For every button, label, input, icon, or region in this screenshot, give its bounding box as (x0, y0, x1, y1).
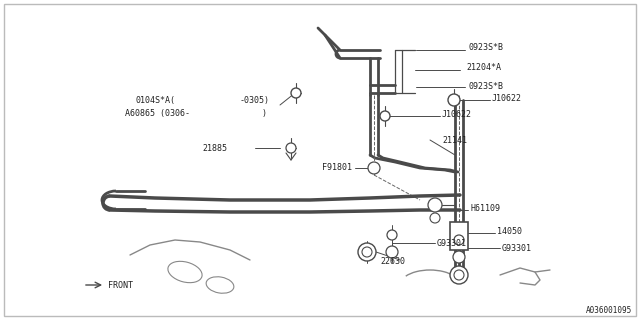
Circle shape (450, 266, 468, 284)
Text: 21885: 21885 (202, 143, 227, 153)
Ellipse shape (206, 277, 234, 293)
Circle shape (387, 230, 397, 240)
Circle shape (291, 88, 301, 98)
Circle shape (386, 246, 398, 258)
Bar (450, 222, 468, 250)
Circle shape (448, 94, 460, 106)
Text: F91801: F91801 (322, 163, 352, 172)
Text: G93301: G93301 (502, 244, 532, 252)
Text: FRONT: FRONT (108, 282, 133, 291)
Circle shape (453, 251, 465, 263)
Text: 0104S*A(: 0104S*A( (135, 95, 175, 105)
Circle shape (454, 270, 464, 280)
Circle shape (286, 143, 296, 153)
Text: 21204*A: 21204*A (466, 62, 501, 71)
Text: ): ) (262, 108, 267, 117)
Text: H61109: H61109 (470, 204, 500, 212)
Ellipse shape (168, 261, 202, 283)
Text: J10622: J10622 (492, 93, 522, 102)
Circle shape (358, 243, 376, 261)
Circle shape (380, 111, 390, 121)
Text: G93301: G93301 (437, 238, 467, 247)
Circle shape (430, 213, 440, 223)
Text: 22630: 22630 (380, 258, 405, 267)
Circle shape (368, 162, 380, 174)
Text: 0923S*B: 0923S*B (468, 82, 503, 91)
Circle shape (454, 235, 464, 245)
Circle shape (362, 247, 372, 257)
Text: -0305): -0305) (240, 95, 270, 105)
Text: 0923S*B: 0923S*B (468, 43, 503, 52)
Circle shape (428, 198, 442, 212)
Text: J10622: J10622 (442, 109, 472, 118)
Text: 14050: 14050 (497, 227, 522, 236)
Text: 21141: 21141 (442, 135, 467, 145)
Text: A60865 (0306-: A60865 (0306- (125, 108, 190, 117)
Text: A036001095: A036001095 (586, 306, 632, 315)
